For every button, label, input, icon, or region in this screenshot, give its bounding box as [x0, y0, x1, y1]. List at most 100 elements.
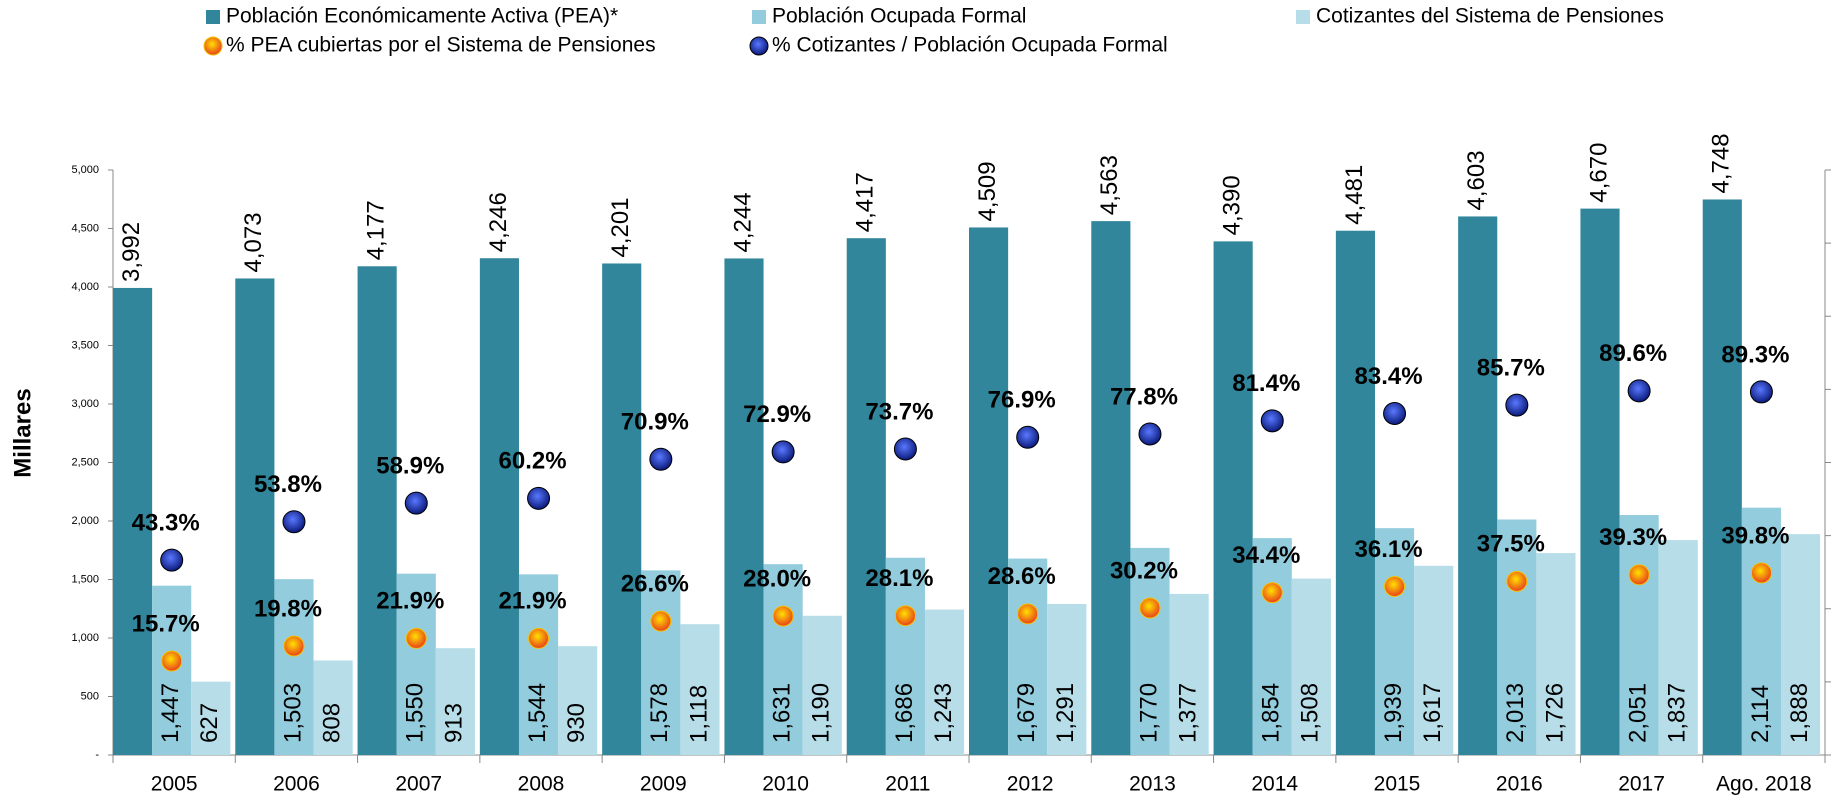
- bar-label: 1,631: [768, 683, 795, 743]
- bar: [235, 278, 275, 755]
- bar-label: 1,550: [402, 683, 429, 743]
- dot: [527, 486, 551, 510]
- y-tick-label: -: [95, 749, 99, 761]
- dot: [1138, 422, 1162, 446]
- x-tick-label: 2012: [1007, 773, 1054, 796]
- point-label: 53.8%: [254, 471, 322, 498]
- point-label: 21.9%: [376, 588, 444, 615]
- bar: [518, 574, 559, 755]
- bar: [724, 258, 764, 755]
- point-label: 19.8%: [254, 595, 322, 622]
- bar: [313, 660, 353, 755]
- bar-label: 1,377: [1174, 683, 1201, 743]
- point-label: 28.0%: [743, 565, 811, 592]
- point-label: 76.9%: [988, 387, 1056, 414]
- y-tick-label: 2,000: [71, 515, 99, 527]
- point-label: 39.8%: [1721, 522, 1789, 549]
- bar-label: 4,417: [852, 172, 879, 232]
- dot: [772, 605, 794, 627]
- point-label: 89.3%: [1721, 341, 1789, 368]
- point-label: 39.3%: [1599, 524, 1667, 551]
- dot: [160, 548, 184, 572]
- dot: [1017, 603, 1039, 625]
- bar-label: 1,508: [1297, 683, 1324, 743]
- dot: [893, 437, 917, 461]
- bar: [1458, 216, 1498, 756]
- dot: [650, 610, 672, 632]
- bar-label: 1,854: [1258, 683, 1285, 743]
- y-tick-label: 4,500: [71, 222, 99, 234]
- bar-label: 1,447: [157, 683, 184, 743]
- x-tick-label: 2009: [640, 773, 687, 796]
- bar: [885, 557, 925, 755]
- legend-label: Cotizantes del Sistema de Pensiones: [1316, 5, 1664, 28]
- bar: [641, 570, 681, 755]
- bar: [1741, 507, 1781, 755]
- point-label: 83.4%: [1355, 363, 1423, 390]
- bar: [680, 624, 720, 755]
- dot: [161, 650, 183, 672]
- bar-label: 627: [196, 703, 223, 743]
- point-label: 28.1%: [865, 565, 933, 592]
- bar: [1252, 538, 1292, 755]
- bar-label: 808: [318, 703, 345, 743]
- bar-label: 1,837: [1664, 683, 1691, 743]
- y-tick-label: 3,000: [71, 398, 99, 410]
- dot: [1016, 425, 1040, 449]
- dot: [1383, 402, 1407, 426]
- bar-label: 1,578: [646, 683, 673, 743]
- bar: [846, 238, 886, 755]
- point-label: 26.6%: [621, 571, 689, 598]
- y-tick-label: 5,000: [71, 164, 99, 176]
- bar: [558, 646, 598, 755]
- bar-label: 1,617: [1419, 683, 1446, 743]
- bar: [1130, 547, 1170, 755]
- legend-swatch: [752, 10, 766, 24]
- bar-label: 1,770: [1135, 683, 1162, 743]
- point-label: 58.9%: [376, 452, 444, 479]
- bar: [1619, 515, 1659, 755]
- dot: [1261, 582, 1283, 604]
- y-tick-label: 3,500: [71, 339, 99, 351]
- legend-swatch: [749, 36, 769, 56]
- bar: [1414, 565, 1454, 755]
- bar-label: 4,390: [1218, 175, 1245, 235]
- bar-label: 4,603: [1463, 150, 1490, 210]
- dot: [405, 627, 427, 649]
- bar: [113, 287, 153, 755]
- point-label: 72.9%: [743, 401, 811, 428]
- point-label: 77.8%: [1110, 383, 1178, 410]
- x-tick-label: 2013: [1129, 773, 1176, 796]
- bar-label: 2,114: [1747, 685, 1774, 743]
- bar: [802, 615, 842, 755]
- bar-label: 1,544: [524, 683, 551, 743]
- dot: [1750, 562, 1772, 584]
- dot: [1627, 379, 1651, 403]
- bar-label: 1,291: [1052, 683, 1079, 743]
- bar: [1008, 558, 1048, 755]
- bar-label: 4,481: [1341, 165, 1368, 225]
- point-label: 85.7%: [1477, 354, 1545, 381]
- bar: [1374, 528, 1415, 755]
- point-label: 73.7%: [865, 398, 933, 425]
- bar: [1213, 241, 1253, 755]
- bar: [1047, 603, 1087, 755]
- point-label: 89.6%: [1599, 340, 1667, 367]
- bar-label: 1,686: [891, 683, 918, 743]
- bar: [1497, 519, 1537, 755]
- dot: [404, 491, 428, 515]
- bar-label: 4,246: [485, 192, 512, 252]
- legend-swatch: [206, 10, 220, 24]
- x-tick-label: 2010: [762, 773, 809, 796]
- x-tick-label: 2008: [518, 773, 565, 796]
- bar-label: 4,670: [1585, 143, 1612, 203]
- bar-label: 4,073: [240, 212, 267, 272]
- dot: [283, 635, 305, 657]
- bar: [1335, 230, 1375, 755]
- bar-label: 4,177: [362, 200, 389, 260]
- legend-label: Población Económicamente Activa (PEA)*: [226, 5, 618, 28]
- bar-label: 4,748: [1708, 133, 1735, 193]
- bar-label: 930: [563, 703, 590, 743]
- y-tick-label: 4,000: [71, 281, 99, 293]
- bar: [1091, 221, 1131, 755]
